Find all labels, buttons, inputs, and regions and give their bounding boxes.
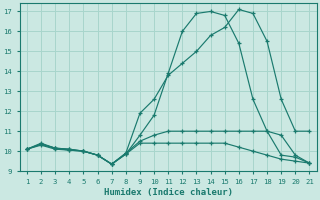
X-axis label: Humidex (Indice chaleur): Humidex (Indice chaleur) <box>104 188 233 197</box>
